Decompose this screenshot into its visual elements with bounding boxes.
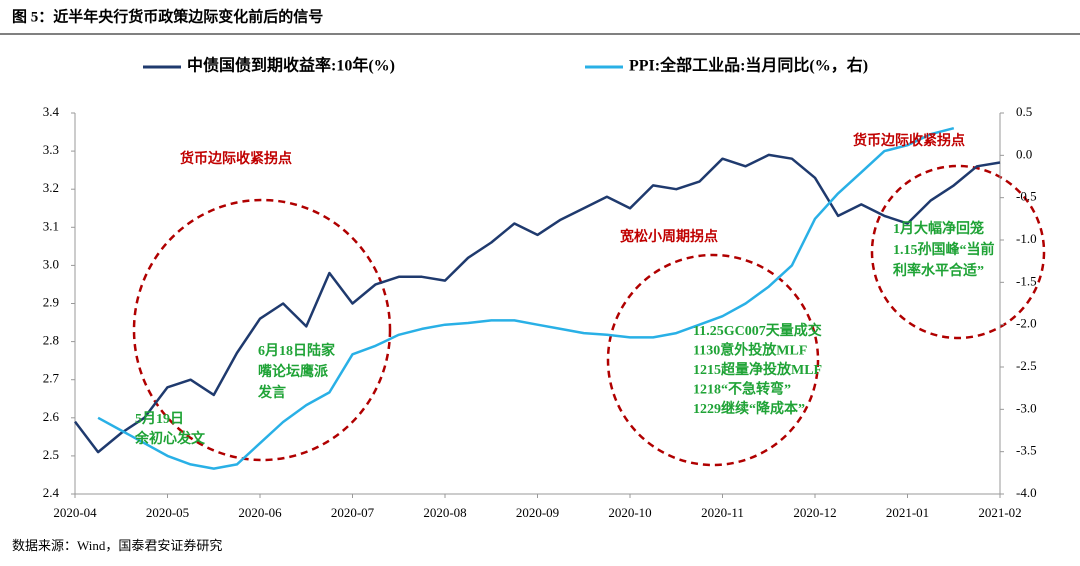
y2-tick-label: -2.5 [1016, 358, 1037, 373]
legend-label: PPI:全部工业品:当月同比(%，右) [629, 56, 868, 75]
x-tick-label: 2021-01 [886, 505, 929, 520]
x-tick-label: 2020-12 [793, 505, 836, 520]
annotation: 1229继续“降成本” [693, 400, 805, 417]
annotation: 6月18日陆家 [258, 342, 336, 359]
annotation: 11.25GC007天量成交 [693, 322, 822, 339]
circle [606, 253, 820, 467]
annotation: 1130意外投放MLF [693, 342, 807, 359]
y-tick-label: 3.4 [43, 104, 60, 119]
annotation: 利率水平合适” [893, 262, 984, 279]
y2-tick-label: -0.5 [1016, 189, 1037, 204]
chart-title: 图 5：近半年央行货币政策边际变化前后的信号 [12, 7, 323, 25]
y2-tick-label: -4.0 [1016, 485, 1037, 500]
y-tick-label: 3.2 [43, 180, 59, 195]
y2-tick-label: 0.0 [1016, 146, 1032, 161]
annotation: 1.15孙国峰“当前 [893, 241, 995, 258]
annotation: 发言 [257, 384, 286, 401]
x-tick-label: 2020-07 [331, 505, 375, 520]
annotation: 宽松小周期拐点 [620, 228, 718, 245]
y2-tick-label: -1.0 [1016, 231, 1037, 246]
x-tick-label: 2021-02 [978, 505, 1021, 520]
y-tick-label: 2.8 [43, 333, 59, 348]
x-tick-label: 2020-05 [146, 505, 189, 520]
y-tick-label: 3.0 [43, 256, 59, 271]
x-tick-label: 2020-11 [701, 505, 744, 520]
x-tick-label: 2020-10 [608, 505, 651, 520]
y2-tick-label: 0.5 [1016, 104, 1032, 119]
x-tick-label: 2020-06 [238, 505, 282, 520]
y-tick-label: 3.1 [43, 218, 59, 233]
annotation: 货币边际收紧拐点 [179, 150, 292, 167]
x-tick-label: 2020-04 [53, 505, 97, 520]
annotation: 余初心发文 [134, 430, 206, 447]
y2-tick-label: -3.5 [1016, 443, 1037, 458]
annotation: 货币边际收紧拐点 [852, 132, 965, 149]
circle [870, 164, 1046, 340]
y-tick-label: 2.5 [43, 447, 59, 462]
y-tick-label: 2.7 [43, 371, 60, 386]
annotation: 1月大幅净回笼 [893, 220, 984, 237]
x-tick-label: 2020-09 [516, 505, 559, 520]
annotation: 5月19日 [135, 411, 184, 427]
annotation: 1215超量净投放MLF [693, 361, 822, 378]
source: 数据来源：Wind，国泰君安证券研究 [12, 538, 222, 553]
y-tick-label: 2.6 [43, 409, 60, 424]
y-tick-label: 2.4 [43, 485, 60, 500]
annotation: 1218“不急转弯” [693, 381, 791, 398]
y-tick-label: 3.3 [43, 142, 59, 157]
y2-tick-label: -1.5 [1016, 273, 1037, 288]
circles [132, 164, 1046, 467]
x-tick-label: 2020-08 [423, 505, 466, 520]
annotation: 嘴论坛鹰派 [258, 363, 329, 380]
series-line [74, 153, 1001, 454]
y2-tick-label: -3.0 [1016, 400, 1037, 415]
legend-label: 中债国债到期收益率:10年(%) [187, 56, 395, 75]
series-line [97, 126, 955, 470]
circle [132, 198, 392, 462]
y-tick-label: 2.9 [43, 294, 59, 309]
y2-tick-label: -2.0 [1016, 316, 1037, 331]
